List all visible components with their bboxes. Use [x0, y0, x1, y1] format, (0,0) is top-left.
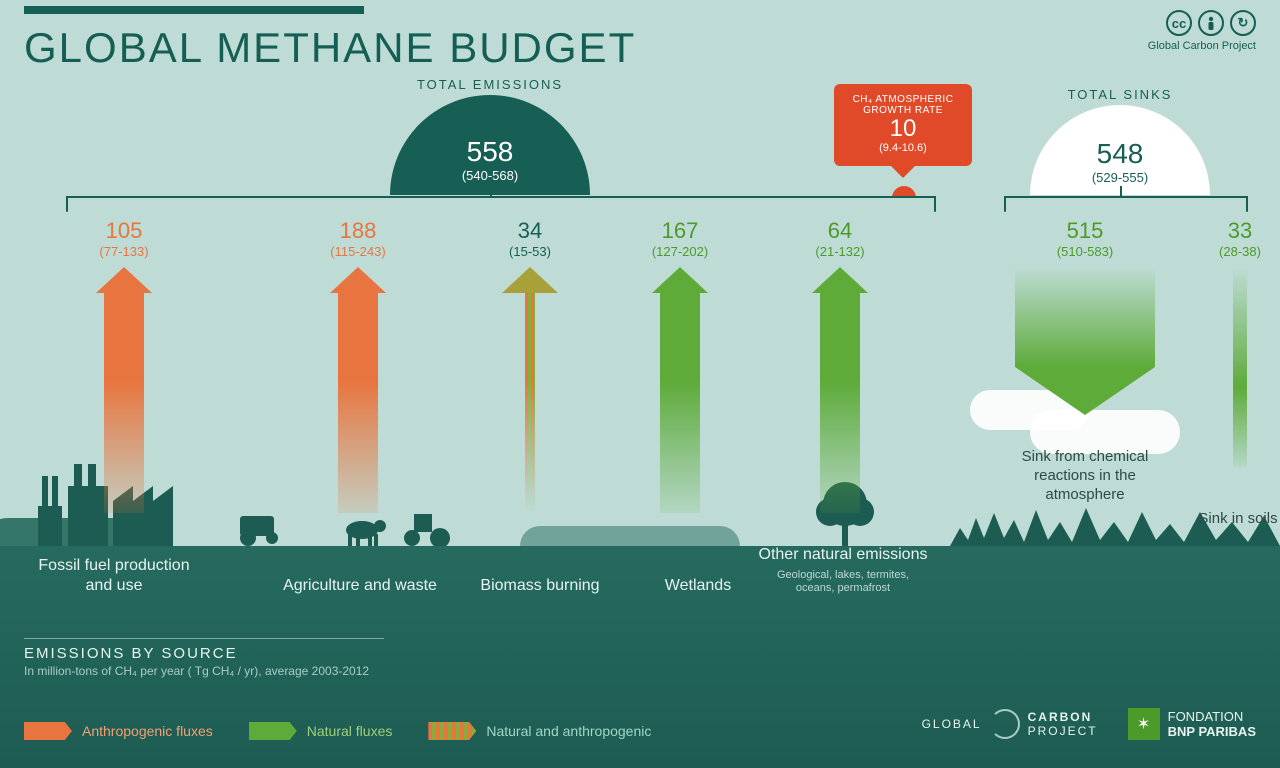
attribution-label: Global Carbon Project: [1148, 40, 1256, 52]
down-arrow-icon: [1200, 267, 1280, 467]
emission-range: (21-132): [780, 244, 900, 259]
total-emissions-range: (540-568): [462, 168, 518, 183]
emission-arrow-fossil: 105(77-133): [64, 218, 184, 513]
bnp-square-icon: ✶: [1128, 708, 1160, 740]
emission-value: 34: [490, 218, 570, 244]
emission-arrow-biomass: 34(15-53): [490, 218, 570, 513]
bnp-logo: ✶ FONDATION BNP PARIBAS: [1128, 708, 1256, 740]
total-sinks-value: 548: [1097, 138, 1144, 170]
up-arrow-icon: [780, 267, 900, 513]
category-label-wetlands: Wetlands: [638, 576, 758, 596]
emission-range: (127-202): [620, 244, 740, 259]
emission-range: (115-243): [288, 244, 428, 259]
emission-range: (15-53): [490, 244, 570, 259]
legend-swatch-stripe: [428, 722, 476, 740]
gcp-ring-icon: [990, 709, 1020, 739]
title-accent-bar: [24, 6, 364, 14]
legend-item-anthropogenic: Anthropogenic fluxes: [24, 722, 213, 740]
legend-subtitle: In million-tons of CH₄ per year ( Tg CH₄…: [24, 664, 384, 678]
total-sinks-label: TOTAL SINKS: [1030, 87, 1210, 102]
emission-arrow-wetlands: 167(127-202): [620, 218, 740, 513]
legend-label: Anthropogenic fluxes: [82, 723, 213, 739]
total-emissions-value: 558: [467, 136, 514, 168]
sink-range: (510-583): [1000, 244, 1170, 259]
up-arrow-icon: [64, 267, 184, 513]
category-label-other: Other natural emissionsGeological, lakes…: [758, 545, 928, 597]
total-sinks-block: TOTAL SINKS 548 (529-555): [1030, 105, 1210, 195]
total-emissions-label: TOTAL EMISSIONS: [390, 77, 590, 92]
growth-rate-badge: CH₄ ATMOSPHERIC GROWTH RATE 10 (9.4-10.6…: [834, 84, 972, 166]
emission-value: 167: [620, 218, 740, 244]
up-arrow-icon: [620, 267, 740, 513]
legend-swatch-green: [249, 722, 297, 740]
legend-item-natural: Natural fluxes: [249, 722, 393, 740]
sink-value: 33: [1200, 218, 1280, 244]
sink-arrow-soil: 33(28-38): [1200, 218, 1280, 467]
legend-label: Natural and anthropogenic: [486, 723, 651, 739]
growth-rate-range: (9.4-10.6): [840, 142, 966, 154]
sink-value: 515: [1000, 218, 1170, 244]
sink-range: (28-38): [1200, 244, 1280, 259]
sink-soil-label: Sink in soils: [1188, 510, 1280, 529]
emission-value: 188: [288, 218, 428, 244]
up-arrow-icon: [288, 267, 428, 513]
legend-row: Anthropogenic fluxes Natural fluxes Natu…: [24, 722, 651, 740]
total-emissions-semicircle: 558 (540-568): [390, 95, 590, 195]
growth-rate-line1: CH₄ ATMOSPHERIC: [840, 94, 966, 105]
total-sinks-range: (529-555): [1092, 170, 1148, 185]
legend-swatch-orange: [24, 722, 72, 740]
cc-icon: cc: [1166, 10, 1192, 36]
sink-atmos-label: Sink from chemical reactions in the atmo…: [1000, 448, 1170, 504]
category-label-biomass: Biomass burning: [480, 576, 600, 596]
sinks-bracket: [1004, 196, 1248, 210]
emission-value: 105: [64, 218, 184, 244]
legend-item-both: Natural and anthropogenic: [428, 722, 651, 740]
cc-license-icons: cc ↻: [1166, 10, 1256, 36]
up-arrow-icon: [490, 267, 570, 513]
emission-range: (77-133): [64, 244, 184, 259]
legend-label: Natural fluxes: [307, 723, 393, 739]
emission-arrow-other: 64(21-132): [780, 218, 900, 513]
growth-rate-value: 10: [840, 116, 966, 142]
total-sinks-semicircle: 548 (529-555): [1030, 105, 1210, 195]
legend-title-block: EMISSIONS BY SOURCE In million-tons of C…: [24, 638, 384, 678]
hill-silhouette: [520, 526, 740, 546]
legend-title: EMISSIONS BY SOURCE: [24, 645, 384, 662]
total-emissions-block: TOTAL EMISSIONS 558 (540-568): [390, 95, 590, 195]
bnp-line2: BNP PARIBAS: [1168, 724, 1256, 739]
cow-silhouette: [340, 510, 390, 546]
emissions-bracket: [66, 196, 936, 210]
category-label-fossil: Fossil fuel production and use: [24, 556, 204, 596]
bnp-line1: FONDATION: [1168, 709, 1256, 724]
cc-by-icon: [1198, 10, 1224, 36]
gcp-logo: GLOBAL CARBONPROJECT: [922, 709, 1098, 739]
category-label-ag: Agriculture and waste: [260, 576, 460, 596]
sink-arrow-atmos: 515(510-583): [1000, 218, 1170, 415]
cc-sa-icon: ↻: [1230, 10, 1256, 36]
emission-arrow-ag: 188(115-243): [288, 218, 428, 513]
footer-logos: GLOBAL CARBONPROJECT ✶ FONDATION BNP PAR…: [922, 708, 1256, 740]
emission-value: 64: [780, 218, 900, 244]
page-title: GLOBAL METHANE BUDGET: [24, 24, 636, 72]
down-arrow-icon: [1000, 267, 1170, 415]
